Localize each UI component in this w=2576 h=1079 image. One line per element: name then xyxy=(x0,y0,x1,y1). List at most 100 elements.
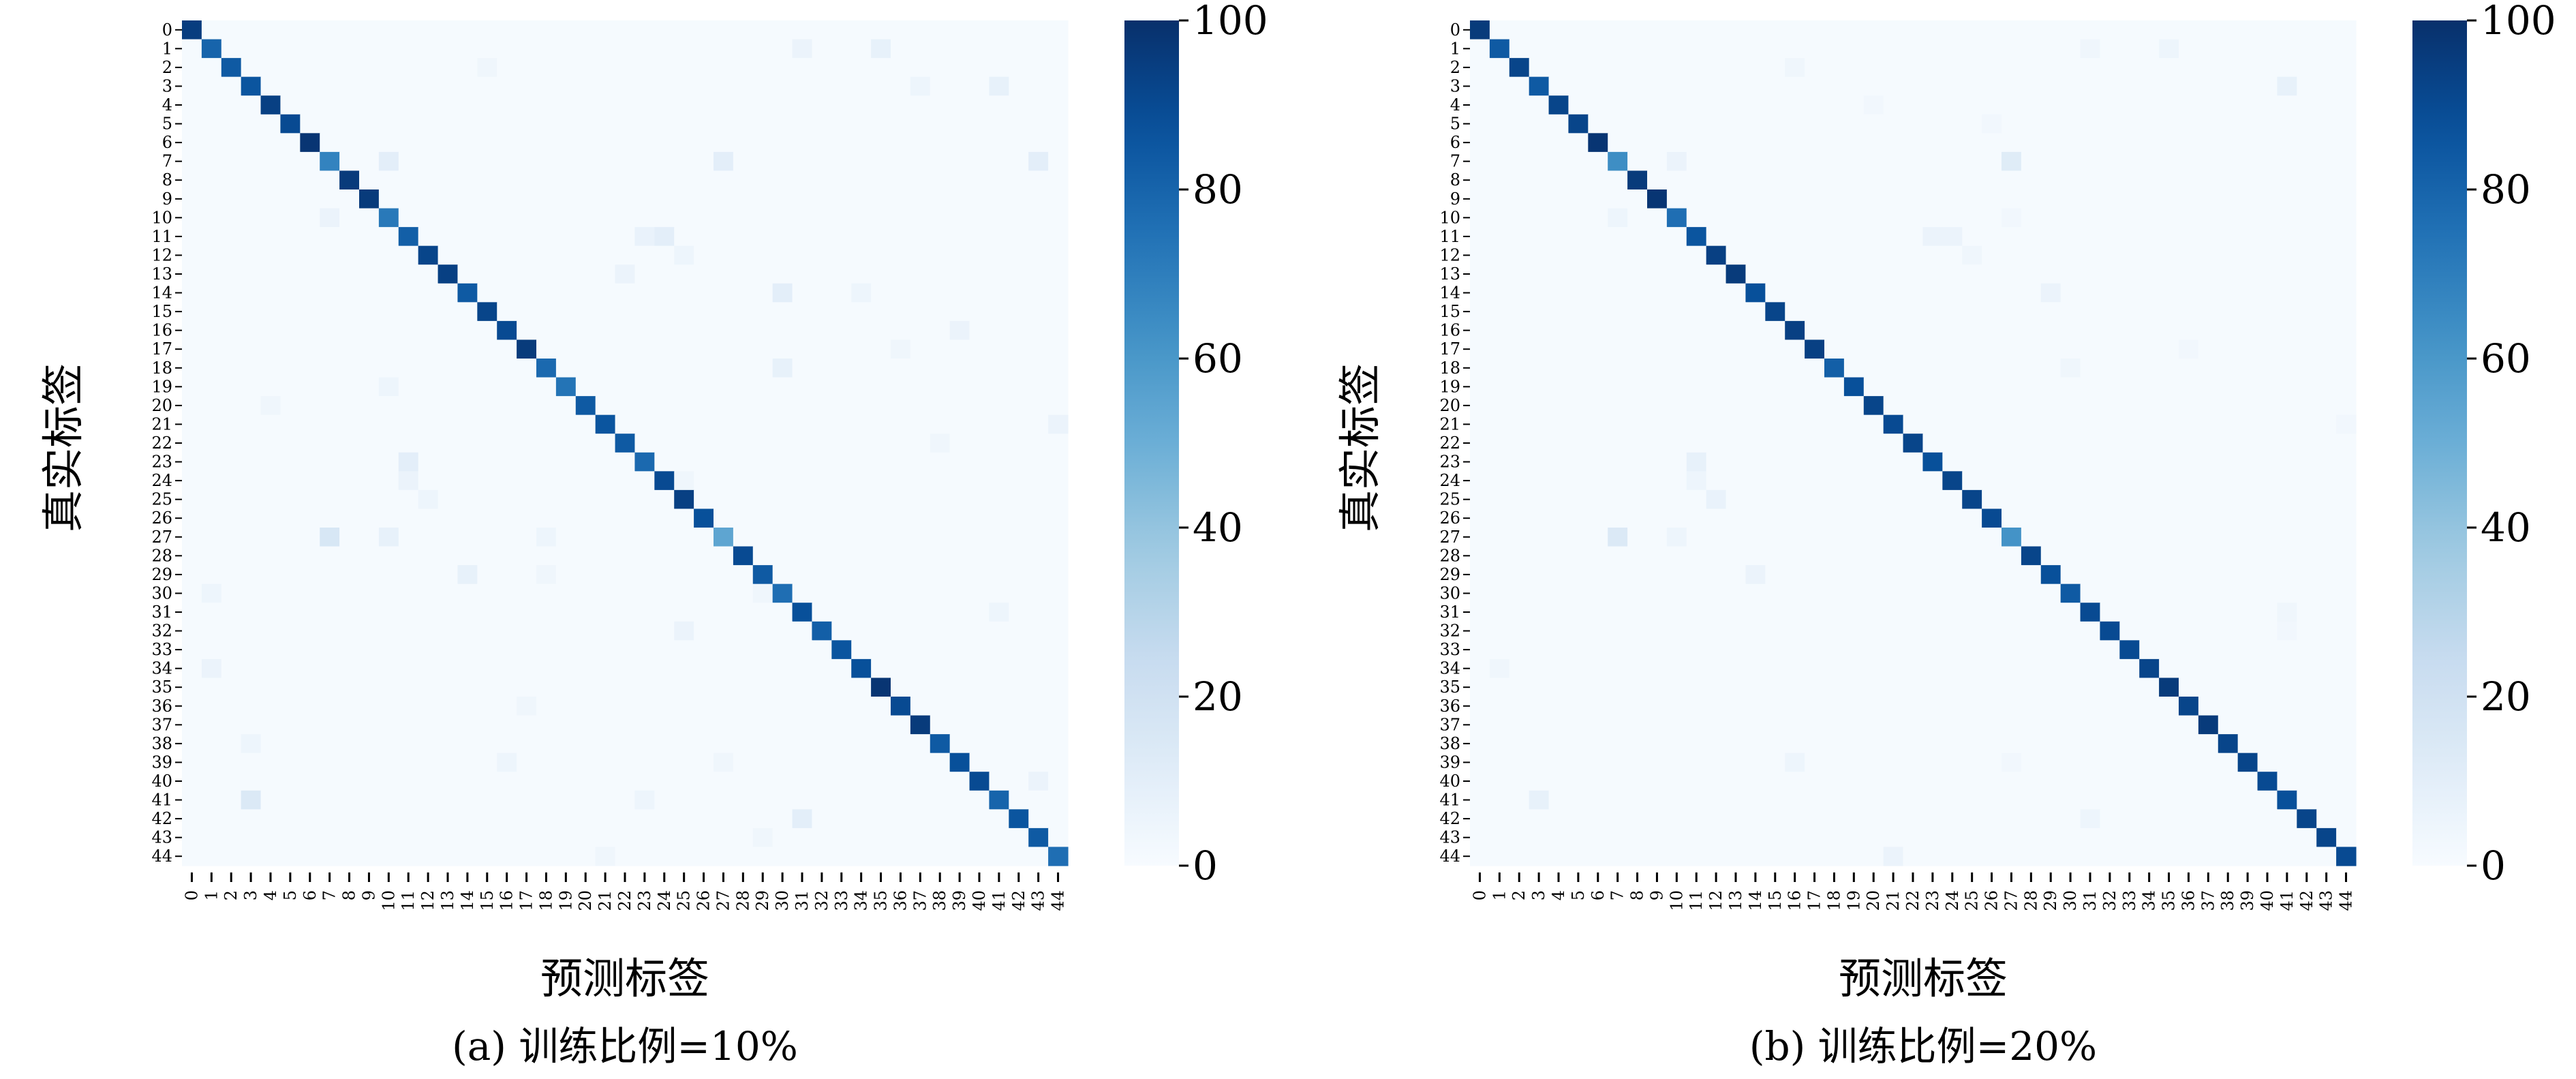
heatmap-cell-18-18 xyxy=(536,359,557,378)
heatmap-cell-25-41 xyxy=(2277,489,2297,510)
heatmap-cell-8-23 xyxy=(634,170,655,190)
heatmap-cell-2-9 xyxy=(1647,58,1668,78)
heatmap-cell-15-34 xyxy=(851,302,872,322)
heatmap-cell-25-15 xyxy=(1765,489,1785,510)
heatmap-cell-22-38 xyxy=(930,434,951,453)
heatmap-cell-14-8 xyxy=(339,283,360,303)
colorbar-tick-label: 0 xyxy=(1193,842,1218,889)
heatmap-cell-42-37 xyxy=(910,809,931,829)
colorbar-tick-label: 60 xyxy=(1193,335,1243,382)
heatmap-cell-2-37 xyxy=(2198,58,2219,78)
heatmap-cell-16-0 xyxy=(182,320,202,341)
heatmap-cell-14-39 xyxy=(949,283,970,303)
heatmap-cell-13-11 xyxy=(398,264,419,284)
heatmap-cell-1-38 xyxy=(930,39,951,59)
heatmap-cell-8-6 xyxy=(1588,170,1608,190)
heatmap-cell-40-40 xyxy=(969,772,990,791)
heatmap-cell-38-15 xyxy=(1765,734,1785,754)
heatmap-cell-12-10 xyxy=(1666,245,1687,265)
heatmap-cell-30-10 xyxy=(378,583,399,603)
heatmap-cell-39-12 xyxy=(1706,753,1727,772)
heatmap-cell-33-2 xyxy=(1509,640,1530,660)
x-tick-label: 11 xyxy=(1687,890,1706,911)
heatmap-cell-43-22 xyxy=(1903,827,1924,848)
heatmap-cell-18-1 xyxy=(1489,359,1510,378)
heatmap-cell-0-17 xyxy=(1805,20,1825,40)
heatmap-cell-30-22 xyxy=(615,583,636,603)
heatmap-cell-28-17 xyxy=(517,546,537,566)
heatmap-cell-29-40 xyxy=(2257,565,2278,585)
heatmap-cell-33-42 xyxy=(2297,640,2317,660)
heatmap-cell-35-39 xyxy=(949,678,970,697)
heatmap-cell-15-34 xyxy=(2139,302,2160,322)
heatmap-cell-29-0 xyxy=(1470,565,1490,585)
heatmap-cell-28-5 xyxy=(280,546,301,566)
heatmap-cell-9-39 xyxy=(2237,189,2258,209)
heatmap-cell-8-40 xyxy=(2257,170,2278,190)
heatmap-cell-11-24 xyxy=(654,227,675,247)
heatmap-cell-38-20 xyxy=(575,734,596,754)
heatmap-cell-13-44 xyxy=(1048,264,1069,284)
heatmap-cell-42-41 xyxy=(989,809,1009,829)
heatmap-cell-22-22 xyxy=(615,434,636,453)
heatmap-cell-29-5 xyxy=(1568,565,1589,585)
heatmap-cell-35-12 xyxy=(418,678,439,697)
heatmap-cell-31-18 xyxy=(1824,603,1845,622)
x-tick-label: 42 xyxy=(2297,890,2316,911)
heatmap-cell-39-29 xyxy=(752,753,773,772)
heatmap-cell-0-34 xyxy=(851,20,872,40)
heatmap-cell-33-8 xyxy=(339,640,360,660)
heatmap-cell-25-3 xyxy=(1529,489,1550,510)
heatmap-cell-22-8 xyxy=(1627,434,1648,453)
heatmap-cell-1-15 xyxy=(477,39,497,59)
heatmap-cell-38-13 xyxy=(438,734,459,754)
heatmap-cell-42-35 xyxy=(871,809,891,829)
heatmap-cell-23-30 xyxy=(772,452,793,472)
colorbar xyxy=(2412,20,2467,866)
heatmap-cell-23-33 xyxy=(831,452,852,472)
heatmap-cell-28-5 xyxy=(1568,546,1589,566)
heatmap-cell-28-9 xyxy=(359,546,380,566)
heatmap-cell-20-40 xyxy=(2257,396,2278,416)
heatmap-cell-9-33 xyxy=(2119,189,2140,209)
heatmap-cell-32-31 xyxy=(792,621,813,641)
heatmap-cell-14-8 xyxy=(1627,283,1648,303)
heatmap-cell-22-35 xyxy=(871,434,891,453)
heatmap-cell-8-31 xyxy=(792,170,813,190)
heatmap-cell-5-8 xyxy=(339,114,360,134)
heatmap-cell-35-43 xyxy=(2316,678,2337,697)
heatmap-cell-13-24 xyxy=(654,264,675,284)
heatmap-cell-28-41 xyxy=(2277,546,2297,566)
heatmap-cell-28-36 xyxy=(891,546,911,566)
heatmap-cell-19-44 xyxy=(1048,377,1069,397)
heatmap-cell-16-9 xyxy=(359,320,380,341)
heatmap-cell-31-41 xyxy=(2277,603,2297,622)
heatmap-cell-23-23 xyxy=(1922,452,1943,472)
heatmap-cell-29-1 xyxy=(201,565,222,585)
heatmap-cell-20-1 xyxy=(201,396,222,416)
heatmap-cell-33-33 xyxy=(2119,640,2140,660)
heatmap-cell-39-7 xyxy=(320,753,340,772)
heatmap-cell-6-40 xyxy=(2257,133,2278,153)
x-tick-label: 8 xyxy=(1628,890,1647,900)
heatmap-cell-16-21 xyxy=(595,320,616,341)
heatmap-cell-33-14 xyxy=(1745,640,1766,660)
heatmap-cell-34-28 xyxy=(733,658,754,679)
heatmap-cell-1-30 xyxy=(2060,39,2081,59)
heatmap-cell-0-10 xyxy=(1666,20,1687,40)
heatmap-cell-1-10 xyxy=(1666,39,1687,59)
heatmap-cell-16-12 xyxy=(1706,320,1727,341)
heatmap-cell-6-43 xyxy=(1028,133,1049,153)
heatmap-cell-33-39 xyxy=(949,640,970,660)
heatmap-cell-15-5 xyxy=(1568,302,1589,322)
heatmap-cell-31-7 xyxy=(320,603,340,622)
heatmap-cell-12-14 xyxy=(1745,245,1766,265)
heatmap-cell-5-29 xyxy=(752,114,773,134)
heatmap-cell-32-28 xyxy=(733,621,754,641)
heatmap-cell-22-31 xyxy=(792,434,813,453)
heatmap-cell-4-33 xyxy=(2119,95,2140,115)
heatmap-cell-1-33 xyxy=(2119,39,2140,59)
heatmap-cell-2-12 xyxy=(418,58,439,78)
heatmap-cell-14-4 xyxy=(1548,283,1569,303)
heatmap-cell-28-21 xyxy=(1883,546,1904,566)
